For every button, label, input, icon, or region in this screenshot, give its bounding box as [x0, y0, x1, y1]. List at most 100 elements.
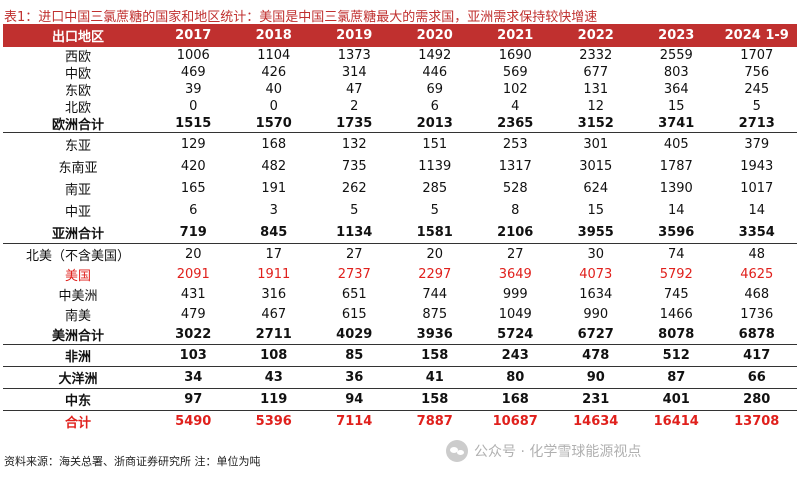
table-cell: 103	[179, 348, 207, 363]
table-cell: 401	[662, 392, 690, 407]
table-cell: 5792	[659, 266, 693, 282]
table-cell: 168	[261, 136, 287, 152]
table-cell: 512	[662, 348, 690, 363]
row-label: 大洋洲	[58, 372, 98, 387]
table-cell: 97	[184, 392, 203, 407]
table-cell: 34	[184, 370, 203, 385]
table-cell: 990	[583, 306, 609, 322]
watermark: 公众号 · 化学雪球能源视点	[446, 440, 641, 462]
table-cell: 745	[663, 286, 689, 302]
table-cell: 129	[180, 136, 206, 152]
table-cell: 16414	[653, 414, 699, 429]
header-cell-2017: 2017	[175, 27, 212, 43]
table-cell: 108	[260, 348, 288, 363]
table-cell: 41	[425, 370, 444, 385]
table-cell: 0	[269, 99, 278, 114]
table-cell: 744	[422, 286, 448, 302]
table-cell: 5724	[497, 326, 534, 342]
row-label: 合计	[64, 416, 91, 431]
table-cell: 10687	[492, 414, 538, 429]
data-table: 出口地区 2017 2018 2019 2020 2021 2022 2023 …	[3, 24, 797, 432]
table-cell: 12	[587, 99, 605, 114]
row-label: 非洲	[64, 350, 91, 365]
row-label: 东亚	[64, 138, 91, 154]
table-row: 中美洲 431 316 651 744 999 1634 745 468	[3, 284, 797, 304]
table-cell: 469	[180, 65, 206, 80]
table-cell: 1049	[498, 306, 532, 322]
header-cell-2018: 2018	[255, 27, 292, 43]
table-cell: 467	[261, 306, 287, 322]
table-cell: 14	[748, 202, 766, 218]
table-cell: 102	[502, 82, 528, 97]
table-cell: 677	[583, 65, 609, 80]
table-cell: 1134	[336, 224, 373, 240]
table-cell: 1139	[418, 158, 452, 174]
table-cell: 3741	[658, 116, 695, 131]
table-cell: 735	[341, 158, 367, 174]
row-label: 西欧	[64, 50, 91, 65]
row-label: 欧洲合计	[51, 118, 104, 133]
table-cell: 119	[260, 392, 288, 407]
table-row: 大洋洲 34 43 36 41 80 90 87 66	[3, 367, 797, 389]
table-cell: 2106	[497, 224, 534, 240]
table-cell: 15	[587, 202, 605, 218]
table-cell: 15	[667, 99, 685, 114]
table-cell: 5396	[255, 414, 292, 429]
table-cell: 7887	[416, 414, 453, 429]
table-cell: 1373	[337, 48, 371, 63]
table-row: 非洲 103 108 85 158 243 478 512 417	[3, 345, 797, 367]
table-cell: 5	[430, 202, 439, 218]
table-cell: 999	[502, 286, 528, 302]
header-cell-2020: 2020	[416, 27, 453, 43]
table-cell: 7114	[336, 414, 373, 429]
table-cell: 30	[587, 246, 605, 262]
table-cell: 5490	[175, 414, 212, 429]
row-label: 南美	[64, 308, 91, 324]
row-label: 北欧	[64, 101, 91, 116]
table-cell: 1466	[659, 306, 693, 322]
table-cell: 4	[511, 99, 520, 114]
row-label: 中东	[64, 394, 91, 409]
table-cell: 615	[341, 306, 367, 322]
table-cell: 3596	[658, 224, 695, 240]
table-cell: 468	[744, 286, 770, 302]
table-cell: 624	[583, 180, 609, 196]
table-cell: 253	[502, 136, 528, 152]
table-cell: 20	[426, 246, 444, 262]
table-cell: 43	[264, 370, 283, 385]
table-cell: 364	[663, 82, 689, 97]
table-cell: 4029	[336, 326, 373, 342]
table-cell: 40	[265, 82, 283, 97]
table-cell: 2332	[579, 48, 613, 63]
table-cell: 36	[345, 370, 364, 385]
table-row: 南亚 165 191 262 285 528 624 1390 1017	[3, 177, 797, 199]
table-row: 美洲合计 3022 2711 4029 3936 5724 6727 8078 6878	[3, 324, 797, 345]
table-cell: 1787	[659, 158, 693, 174]
table-cell: 1317	[498, 158, 532, 174]
table-cell: 48	[748, 246, 766, 262]
table-cell: 39	[184, 82, 202, 97]
table-cell: 2013	[416, 116, 453, 131]
table-cell: 0	[189, 99, 198, 114]
table-cell: 245	[744, 82, 770, 97]
table-cell: 379	[744, 136, 770, 152]
table-cell: 20	[184, 246, 202, 262]
table-row: 北美（不含美国） 20 17 27 20 27 30 74 48	[3, 244, 797, 264]
table-cell: 4625	[740, 266, 774, 282]
table-cell: 13708	[734, 414, 780, 429]
table-cell: 8	[511, 202, 520, 218]
table-cell: 80	[506, 370, 525, 385]
table-cell: 3955	[577, 224, 614, 240]
table-cell: 2711	[255, 326, 292, 342]
table-cell: 5	[752, 99, 761, 114]
table-cell: 845	[260, 224, 288, 240]
row-label: 东欧	[64, 84, 91, 99]
table-cell: 69	[426, 82, 444, 97]
table-cell: 151	[422, 136, 448, 152]
table-cell: 1634	[579, 286, 613, 302]
table-cell: 87	[667, 370, 686, 385]
header-cell-2023: 2023	[658, 27, 695, 43]
table-cell: 528	[502, 180, 528, 196]
header-cell-region: 出口地区	[51, 29, 104, 45]
table-row: 美国 2091 1911 2737 2297 3649 4073 5792 4625	[3, 264, 797, 284]
